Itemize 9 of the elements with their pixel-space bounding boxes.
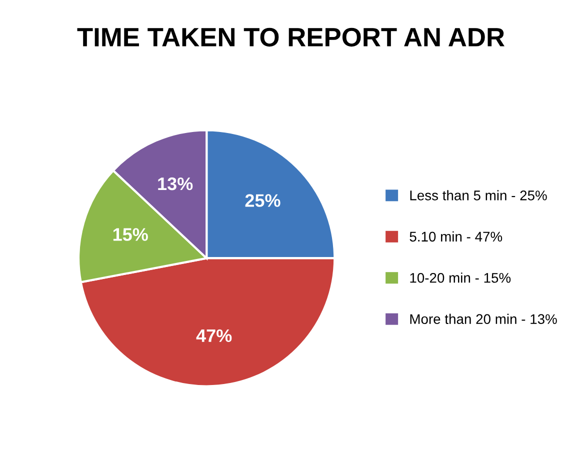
data-label: 15% — [113, 228, 148, 241]
data-label: 13% — [158, 177, 193, 190]
legend-label: 10-20 min - 15% — [410, 272, 511, 283]
legend-label: Less than 5 min - 25% — [410, 190, 547, 200]
data-label: 25% — [245, 194, 280, 207]
data-label: 47% — [196, 329, 232, 342]
legend-label: More than 20 min - 13% — [410, 314, 557, 324]
legend-label: 5.10 min - 47% — [410, 231, 502, 242]
chart-title: TIME TAKEN TO REPORT AN ADR — [77, 28, 505, 47]
